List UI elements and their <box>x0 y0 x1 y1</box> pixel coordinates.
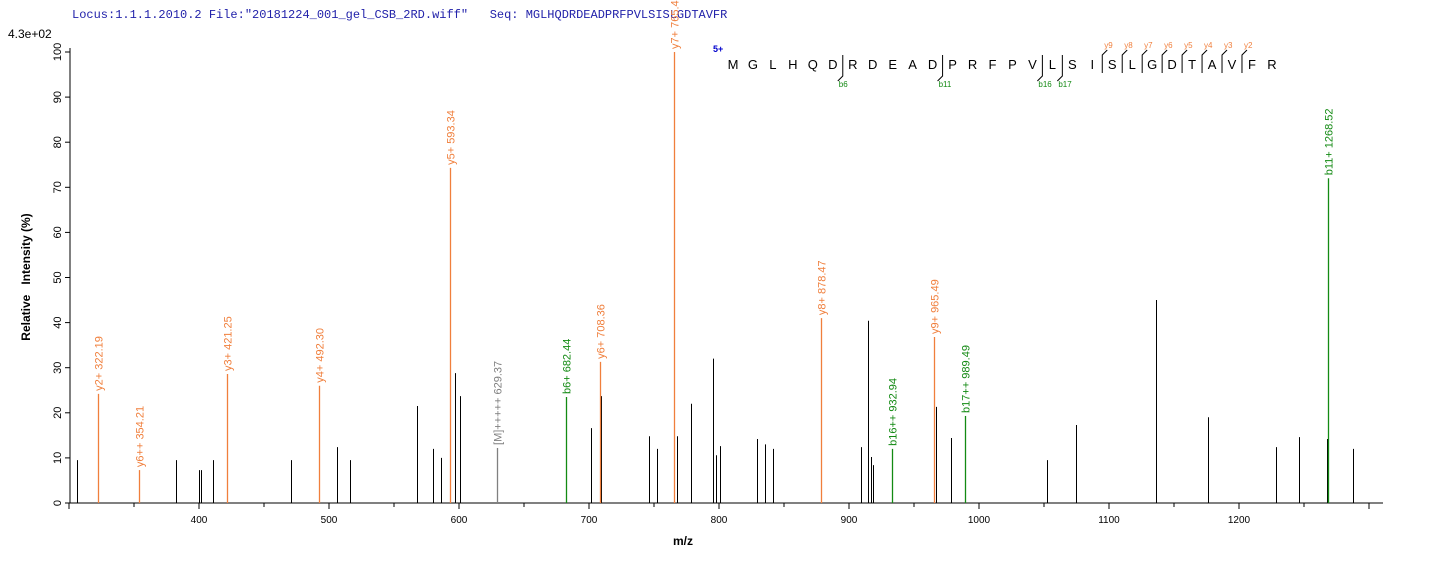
residue: V <box>1228 57 1237 72</box>
residue: R <box>968 57 977 72</box>
residue: G <box>748 57 758 72</box>
b-break-mark <box>837 55 844 82</box>
peak-label: y5+ 593.34 <box>446 110 458 165</box>
b-break-mark <box>1056 55 1063 82</box>
spectrum-header: Locus:1.1.1.2010.2 File:"20181224_001_ge… <box>72 8 727 22</box>
charge-label: 5+ <box>713 44 723 54</box>
residue: H <box>788 57 797 72</box>
y-break-label: y4 <box>1204 41 1213 50</box>
residue: P <box>1008 57 1017 72</box>
x-tick-label: 500 <box>321 515 338 526</box>
residue: T <box>1188 57 1196 72</box>
y-axis-label: Relative Intensity (%) <box>19 213 33 340</box>
peak-label: [M]+++++ 629.37 <box>493 361 505 445</box>
residue: S <box>1068 57 1077 72</box>
x-tick-label: 1000 <box>968 515 991 526</box>
residue: D <box>828 57 837 72</box>
residue: E <box>888 57 897 72</box>
y-break-label: y5 <box>1184 41 1193 50</box>
y-tick-label: 40 <box>52 316 64 328</box>
y-break-label: y6 <box>1164 41 1173 50</box>
residue: S <box>1108 57 1117 72</box>
x-tick-label: 800 <box>711 515 728 526</box>
residue: D <box>928 57 937 72</box>
sequence-annotation: 5+M G L H Q D R D E A D P R F P V L S I S L G D T A V F Rb6 b11 b16 b1… <box>713 41 1277 89</box>
peak-label: b11+ 1268.52 <box>1324 108 1336 175</box>
y-tick-label: 20 <box>52 407 64 419</box>
peak-label: b6+ 682.44 <box>562 339 574 394</box>
residue: A <box>908 57 917 72</box>
y-break-label: y8 <box>1124 41 1133 50</box>
y-break-mark <box>1221 49 1228 73</box>
y-break-mark <box>1141 49 1148 73</box>
peaks: y2+ 322.19 y6++ 354.21 y3+ 421.25 y4+ 492.3… <box>77 0 1354 503</box>
residue: M <box>728 57 739 72</box>
y-tick-label: 90 <box>52 91 64 103</box>
residue: F <box>989 57 997 72</box>
y-break-mark <box>1181 49 1188 73</box>
peak-label: y2+ 322.19 <box>94 336 106 391</box>
sequence-label: Seq: MGLHQDRDEADPRFPVLSISLGDTAVFR <box>489 8 728 22</box>
residue: Q <box>808 57 818 72</box>
peak-label: y9+ 965.49 <box>930 279 942 334</box>
residue: I <box>1090 57 1094 72</box>
peak-label: y4+ 492.30 <box>315 328 327 383</box>
y-tick-label: 30 <box>52 362 64 374</box>
residue: G <box>1147 57 1157 72</box>
y-tick-label: 10 <box>52 452 64 464</box>
b-break-label: b16 <box>1038 80 1052 89</box>
y-break-label: y3 <box>1224 41 1233 50</box>
peak-label: b16++ 932.94 <box>888 378 900 446</box>
b-break-label: b6 <box>839 80 848 89</box>
x-axis-label: m/z <box>673 534 693 548</box>
max-intensity-label: 4.3e+02 <box>8 27 52 41</box>
residue: F <box>1248 57 1256 72</box>
y-break-label: y2 <box>1244 41 1253 50</box>
y-tick-label: 0 <box>52 500 64 506</box>
y-tick-label: 60 <box>52 226 64 238</box>
peak-label: y6++ 354.21 <box>135 406 147 467</box>
y-break-mark <box>1161 49 1168 73</box>
y-break-mark <box>1101 49 1108 73</box>
y-break-mark <box>1121 49 1128 73</box>
x-tick-label: 900 <box>841 515 858 526</box>
peak-label: y8+ 878.47 <box>817 260 829 315</box>
file-label: File:"20181224_001_gel_CSB_2RD.wiff" <box>208 8 469 22</box>
residue: L <box>1129 57 1136 72</box>
residue: V <box>1028 57 1037 72</box>
residue: L <box>1049 57 1056 72</box>
residue: D <box>868 57 877 72</box>
y-break-mark <box>1241 49 1248 73</box>
residue: R <box>848 57 857 72</box>
peak-label: y3+ 421.25 <box>223 316 235 371</box>
residue: P <box>948 57 957 72</box>
y-break-label: y9 <box>1104 41 1113 50</box>
b-break-label: b17 <box>1058 80 1072 89</box>
x-tick-label: 600 <box>451 515 468 526</box>
peak-label: b17++ 989.49 <box>961 345 973 413</box>
locus-label: Locus:1.1.1.2010.2 <box>72 8 202 22</box>
b-break-mark <box>1037 55 1043 82</box>
y-break-mark <box>1201 49 1208 73</box>
residue: L <box>769 57 776 72</box>
axes: 0 10 20 30 40 50 60 70 80 90 100 400 500 600 700 800 900… <box>52 43 1383 526</box>
x-tick-label: 1200 <box>1228 515 1251 526</box>
x-tick-label: 400 <box>191 515 208 526</box>
residue: R <box>1267 57 1276 72</box>
b-break-mark <box>937 55 944 82</box>
y-tick-label: 70 <box>52 181 64 193</box>
residue: A <box>1208 57 1217 72</box>
peak-label: y6+ 708.36 <box>596 304 608 359</box>
peak-label: y7+ 765.40 <box>670 0 682 49</box>
y-tick-label: 80 <box>52 136 64 148</box>
residue: D <box>1167 57 1176 72</box>
x-tick-label: 700 <box>581 515 598 526</box>
y-break-label: y7 <box>1144 41 1153 50</box>
y-tick-label: 100 <box>52 43 64 61</box>
y-tick-label: 50 <box>52 271 64 283</box>
x-tick-label: 1100 <box>1098 515 1120 526</box>
b-break-label: b11 <box>939 80 952 89</box>
